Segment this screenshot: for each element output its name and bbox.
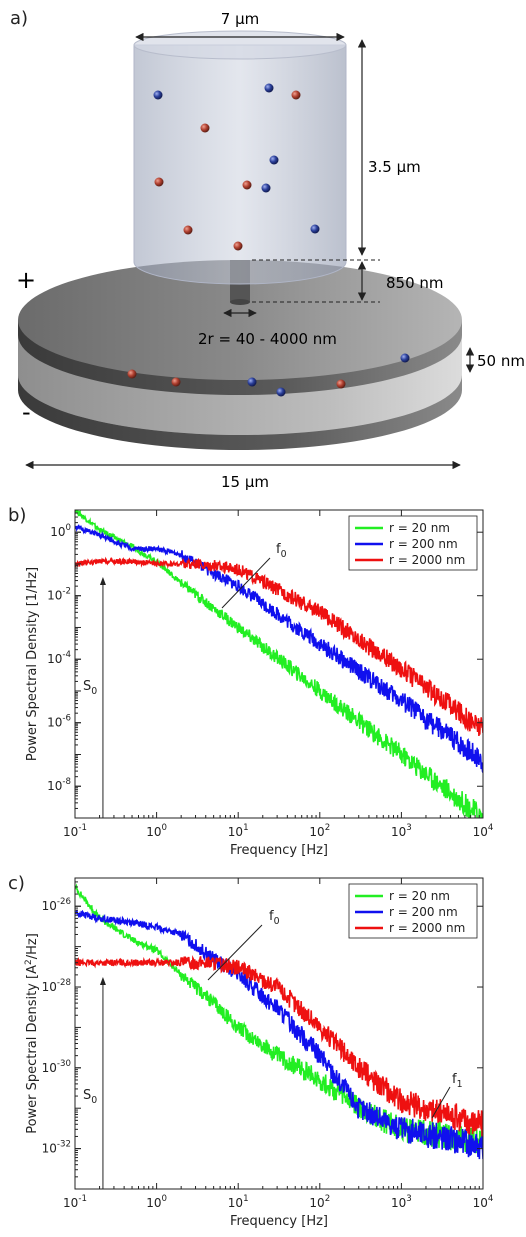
y-tick-label: 10-4 (47, 650, 71, 666)
f0-label: f0 (269, 909, 280, 927)
x-tick-label: 101 (228, 1194, 249, 1210)
psd-chart-normalized: 10-1 100 101 102 103 104 100 10-2 10-4 10-6 10-8 Fr… (25, 509, 494, 858)
f1-pointer (431, 1086, 451, 1119)
legend-entry: r = 200 nm (389, 905, 458, 919)
y-tick-label: 10-6 (47, 714, 71, 730)
x-tick-label: 102 (309, 823, 330, 839)
x-axis-label: Frequency [Hz] (230, 843, 328, 858)
legend-entry: r = 20 nm (389, 889, 450, 903)
f0-label: f0 (276, 542, 287, 560)
panel-label-b: b) (8, 505, 27, 526)
label-pore-radius: 2r = 40 - 4000 nm (198, 330, 337, 348)
label-pore-length: 850 nm (386, 274, 444, 292)
legend-entry: r = 20 nm (389, 521, 450, 535)
x-tick-label: 103 (391, 823, 412, 839)
label-width-bottom: 15 µm (221, 473, 269, 491)
psd-chart-current: 10-1 100 101 102 103 104 10-26 10-28 10-30 10-32 F… (24, 877, 494, 1229)
x-tick-label: 100 (146, 823, 167, 839)
label-minus: - (22, 398, 31, 426)
y-tick-label: 10-8 (47, 777, 71, 793)
x-tick-label: 104 (473, 1194, 494, 1210)
f0-pointer (207, 924, 263, 981)
x-tick-label: 101 (228, 823, 249, 839)
top-plate (18, 260, 462, 380)
series-line-2 (75, 556, 483, 737)
legend-entry: r = 200 nm (389, 537, 458, 551)
reservoir-cylinder (133, 44, 347, 285)
y-tick-label: 10-30 (42, 1059, 71, 1075)
series-line-1 (75, 524, 483, 773)
s0-arrowhead (99, 977, 106, 985)
y-axis-label: Power Spectral Density [A2/Hz] (24, 933, 40, 1134)
nanopore-schematic: 7 µm 3.5 µm 850 nm 2r = 40 - 4000 nm 50 … (16, 10, 525, 491)
y-tick-label: 100 (50, 523, 71, 539)
legend-entry: r = 2000 nm (389, 921, 465, 935)
x-tick-label: 100 (146, 1194, 167, 1210)
x-tick-label: 104 (473, 823, 494, 839)
s0-label: S0 (83, 679, 97, 697)
y-tick-label: 10-26 (42, 897, 71, 913)
series-line-1 (75, 909, 483, 1160)
y-tick-label: 10-28 (42, 978, 71, 994)
s0-label: S0 (83, 1088, 97, 1106)
f0-pointer (221, 557, 271, 609)
y-tick-label: 10-32 (42, 1140, 71, 1156)
x-tick-label: 10-1 (63, 823, 87, 839)
panel-label-a: a) (10, 8, 29, 29)
s0-arrowhead (99, 577, 106, 585)
legend-entry: r = 2000 nm (389, 553, 465, 567)
label-width-top: 7 µm (221, 10, 259, 28)
series-line-0 (75, 510, 483, 818)
f1-label: f1 (452, 1072, 463, 1090)
label-height: 3.5 µm (368, 158, 421, 176)
series-line-2 (75, 955, 483, 1137)
ions-layer (127, 353, 410, 397)
x-tick-label: 102 (309, 1194, 330, 1210)
y-axis-label: Power Spectral Density [1/Hz] (25, 567, 40, 761)
x-tick-label: 10-1 (63, 1194, 87, 1210)
label-thickness: 50 nm (477, 352, 525, 370)
y-tick-label: 10-2 (47, 587, 71, 603)
label-plus: + (16, 266, 36, 294)
ions-reservoir (153, 83, 320, 251)
panel-label-c: c) (8, 873, 25, 894)
x-axis-label: Frequency [Hz] (230, 1214, 328, 1229)
x-tick-label: 103 (391, 1194, 412, 1210)
